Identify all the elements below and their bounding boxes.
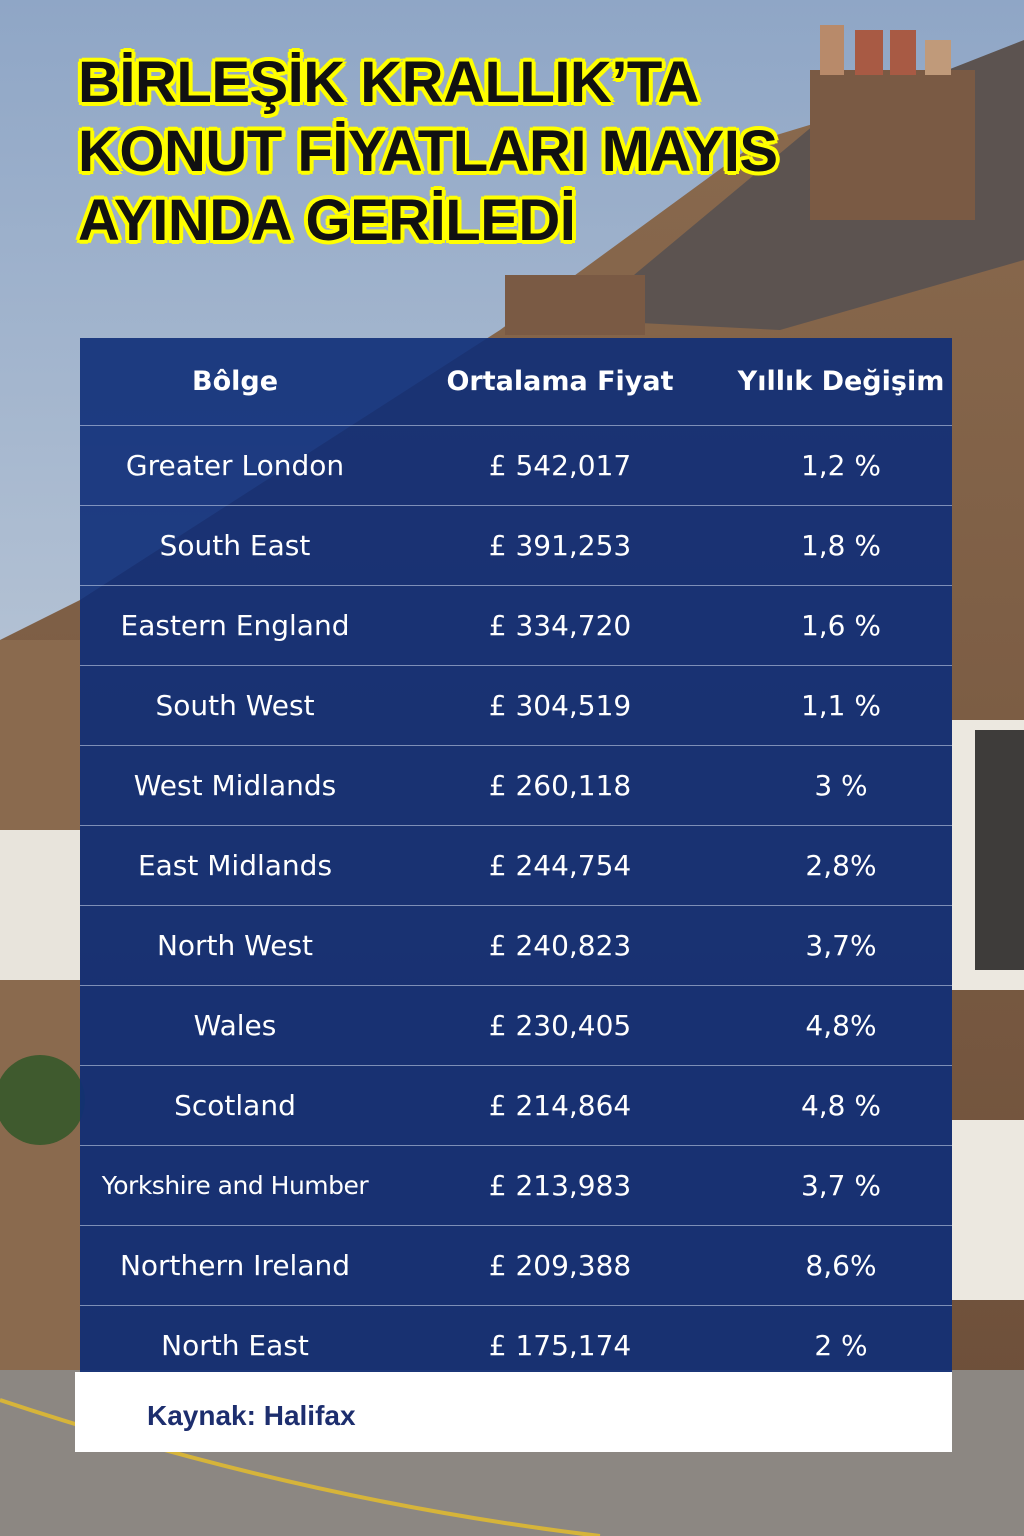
average-price: £ 175,174 <box>488 1329 632 1362</box>
header-row: Bôlge Ortalama Fiyat Yıllık Değişim <box>80 338 952 425</box>
table-row: Greater London £ 542,017 1,2 % <box>80 425 952 505</box>
region: West Midlands <box>133 769 337 802</box>
table-row: Northern Ireland £ 209,388 8,6% <box>80 1225 952 1305</box>
annual-change: 3 % <box>814 769 868 802</box>
average-price: £ 240,823 <box>488 929 632 962</box>
average-price: £ 542,017 <box>488 449 632 482</box>
source-box: Kaynak: Halifax <box>75 1372 952 1452</box>
table-row: North West £ 240,823 3,7% <box>80 905 952 985</box>
region: Scotland <box>174 1089 296 1122</box>
column-header: Ortalama Fiyat <box>446 366 674 397</box>
average-price: £ 304,519 <box>488 689 632 722</box>
table-row: East Midlands £ 244,754 2,8% <box>80 825 952 905</box>
average-price: £ 213,983 <box>488 1169 632 1202</box>
average-price: £ 391,253 <box>488 529 632 562</box>
average-price: £ 214,864 <box>488 1089 632 1122</box>
region: East Midlands <box>137 849 333 882</box>
annual-change: 3,7 % <box>800 1169 882 1202</box>
region: Wales <box>193 1009 277 1042</box>
annual-change: 4,8 % <box>800 1089 882 1122</box>
region: Yorkshire and Humber <box>101 1171 369 1200</box>
annual-change: 2 % <box>814 1329 868 1362</box>
table-row: North East £ 175,174 2 % <box>80 1305 952 1385</box>
region: Northern Ireland <box>119 1249 351 1282</box>
average-price: £ 209,388 <box>488 1249 632 1282</box>
annual-change: 1,6 % <box>800 609 882 642</box>
title: BİRLEŞİK KRALLIK’TA KONUT FİYATLARI MAYIS… <box>78 48 778 255</box>
table-row: West Midlands £ 260,118 3 % <box>80 745 952 825</box>
region: Eastern England <box>120 609 350 642</box>
annual-change: 8,6% <box>805 1249 877 1282</box>
region: North East <box>161 1329 309 1362</box>
title-line: AYINDA GERİLEDİ <box>78 188 576 253</box>
title-line: BİRLEŞİK KRALLIK’TA <box>78 50 699 115</box>
average-price: £ 244,754 <box>488 849 632 882</box>
table-row: Eastern England £ 334,720 1,6 % <box>80 585 952 665</box>
title-line: KONUT FİYATLARI MAYIS <box>78 119 778 184</box>
column-header: Bôlge <box>191 366 279 397</box>
annual-change: 1,8 % <box>800 529 882 562</box>
annual-change: 3,7% <box>805 929 877 962</box>
table-row: Scotland £ 214,864 4,8 % <box>80 1065 952 1145</box>
annual-change: 4,8% <box>805 1009 877 1042</box>
table-row: Wales £ 230,405 4,8% <box>80 985 952 1065</box>
average-price: £ 230,405 <box>488 1009 632 1042</box>
average-price: £ 334,720 <box>488 609 632 642</box>
table-row: Yorkshire and Humber £ 213,983 3,7 % <box>80 1145 952 1225</box>
annual-change: 1,2 % <box>800 449 882 482</box>
table-row: South West £ 304,519 1,1 % <box>80 665 952 745</box>
annual-change: 1,1 % <box>800 689 882 722</box>
region: South West <box>155 689 315 722</box>
price-table: Bôlge Ortalama Fiyat Yıllık Değişim Greater… <box>80 338 952 1385</box>
source-label: Kaynak: Halifax <box>147 1400 356 1431</box>
region: Greater London <box>125 449 345 482</box>
average-price: £ 260,118 <box>488 769 632 802</box>
region: North West <box>156 929 314 962</box>
column-header: Yıllık Değişim <box>737 366 945 397</box>
annual-change: 2,8% <box>805 849 877 882</box>
table-row: South East £ 391,253 1,8 % <box>80 505 952 585</box>
region: South East <box>159 529 311 562</box>
